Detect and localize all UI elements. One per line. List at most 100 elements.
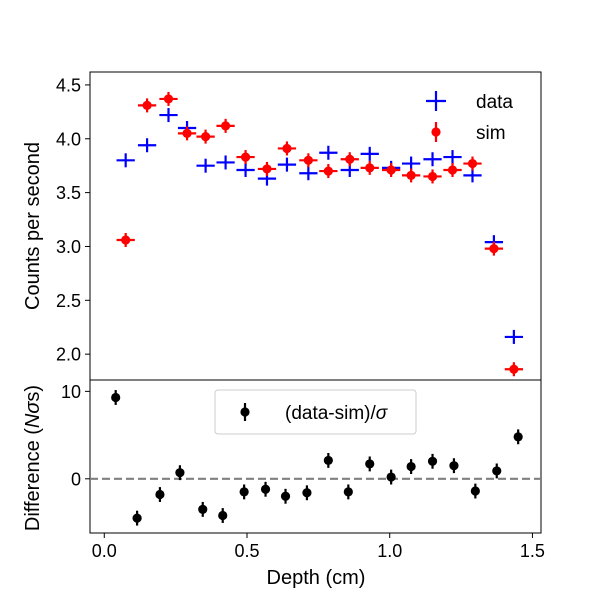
- sim-point: [216, 118, 235, 133]
- difference-point: [302, 485, 312, 501]
- data-point: [236, 163, 255, 177]
- sim-point: [299, 153, 318, 168]
- data-point: [504, 329, 524, 344]
- sim-point: [463, 156, 482, 171]
- difference-point-marker: [365, 459, 375, 469]
- bottom-legend: (data-sim)/σ: [214, 389, 417, 435]
- sim-point-marker: [447, 165, 458, 175]
- top-y-tick-label: 3.0: [56, 237, 81, 257]
- top-y-axis-label: Counts per second: [22, 142, 44, 310]
- sim-point-marker: [406, 170, 416, 180]
- sim-point-marker: [323, 166, 333, 176]
- difference-point: [365, 456, 375, 472]
- legend-difference-label-text: (data-sim)/: [285, 403, 377, 424]
- difference-point: [280, 488, 291, 504]
- data-point: [299, 166, 318, 181]
- data-point: [159, 108, 178, 123]
- axis-labels: Counts per second Difference (Nσs) Depth…: [22, 142, 365, 589]
- bottom-x-tick-label: 0.0: [92, 541, 117, 561]
- sim-point: [116, 233, 135, 247]
- bottom-y-tick-label: 0: [71, 469, 81, 489]
- sim-point-marker: [467, 158, 478, 169]
- sim-point: [360, 160, 379, 175]
- top-y-tick-label: 4.0: [56, 129, 81, 149]
- legend-difference-label-sigma: σ: [376, 403, 389, 424]
- top-y-tick-label: 2.0: [56, 345, 81, 365]
- data-point: [196, 158, 215, 173]
- top-legend: data sim: [426, 91, 513, 144]
- sim-point: [484, 241, 504, 256]
- sim-point-marker: [240, 152, 251, 162]
- bottom-y-label-prefix: Difference (: [22, 428, 44, 531]
- sim-point-marker: [345, 154, 355, 164]
- bottom-x-tick-label: 0.5: [234, 541, 259, 561]
- difference-point: [132, 510, 142, 526]
- difference-point-marker: [323, 455, 333, 466]
- difference-point-marker: [218, 510, 228, 521]
- difference-point-marker: [175, 468, 185, 478]
- difference-point: [406, 459, 416, 474]
- sim-point-marker: [262, 164, 272, 174]
- sim-point-marker: [282, 143, 292, 154]
- sim-point: [423, 169, 442, 184]
- difference-point: [239, 484, 249, 500]
- sim-point-marker: [427, 171, 438, 182]
- difference-point: [449, 458, 459, 474]
- difference-point: [198, 501, 208, 517]
- top-y-tick-label: 4.5: [56, 75, 81, 95]
- sim-point: [177, 126, 197, 141]
- sim-point: [319, 164, 338, 179]
- sim-point-marker: [509, 364, 519, 374]
- bottom-y-label-suffix: s): [22, 385, 44, 402]
- legend-sim-marker: [431, 122, 441, 142]
- sim-point: [443, 163, 462, 177]
- difference-point-marker: [513, 432, 523, 442]
- sim-point: [382, 163, 401, 177]
- difference-point: [175, 465, 185, 481]
- difference-point-marker: [386, 472, 396, 482]
- sim-point-marker: [489, 244, 499, 254]
- difference-point-marker: [406, 461, 416, 472]
- difference-point: [260, 481, 271, 497]
- top-y-tick-label: 2.5: [56, 291, 81, 311]
- data-point: [423, 152, 442, 167]
- sim-point: [159, 91, 178, 106]
- difference-point: [427, 453, 438, 469]
- legend-sim-marker-marker: [431, 127, 441, 137]
- difference-point-marker: [280, 491, 291, 501]
- data-point: [463, 168, 482, 183]
- sim-point-marker: [365, 163, 375, 173]
- top-y-tick-label: 3.5: [56, 183, 81, 203]
- sim-point: [340, 152, 359, 167]
- difference-point: [323, 453, 333, 468]
- bottom-y-label-italic: Nσ: [22, 401, 44, 428]
- difference-point-marker: [132, 513, 142, 523]
- data-point: [360, 146, 379, 161]
- difference-point-marker: [427, 456, 438, 466]
- sim-point: [504, 362, 524, 377]
- difference-point: [492, 463, 502, 479]
- bottom-x-tick-label: 1.0: [377, 541, 402, 561]
- difference-point-marker: [155, 489, 165, 500]
- difference-point-marker: [343, 487, 353, 497]
- x-axis-label: Depth (cm): [267, 567, 366, 589]
- data-point: [277, 157, 297, 172]
- legend-difference-marker-marker: [240, 407, 250, 417]
- difference-point-marker: [449, 461, 459, 471]
- difference-point: [386, 469, 396, 485]
- difference-point: [470, 483, 480, 499]
- sim-point-marker: [386, 165, 396, 175]
- sim-point: [257, 161, 277, 176]
- data-point: [137, 138, 157, 153]
- sim-point-marker: [220, 121, 231, 131]
- data-point: [401, 156, 421, 171]
- sim-point-marker: [163, 94, 174, 104]
- sim-point-marker: [142, 100, 152, 110]
- difference-point: [513, 429, 523, 445]
- difference-point: [218, 508, 228, 523]
- sim-point-marker: [121, 235, 131, 245]
- difference-point-marker: [302, 488, 312, 498]
- bottom-panel: 0 10 0.0 0.5 1.0 1.5 (data-sim)/σ: [61, 379, 545, 561]
